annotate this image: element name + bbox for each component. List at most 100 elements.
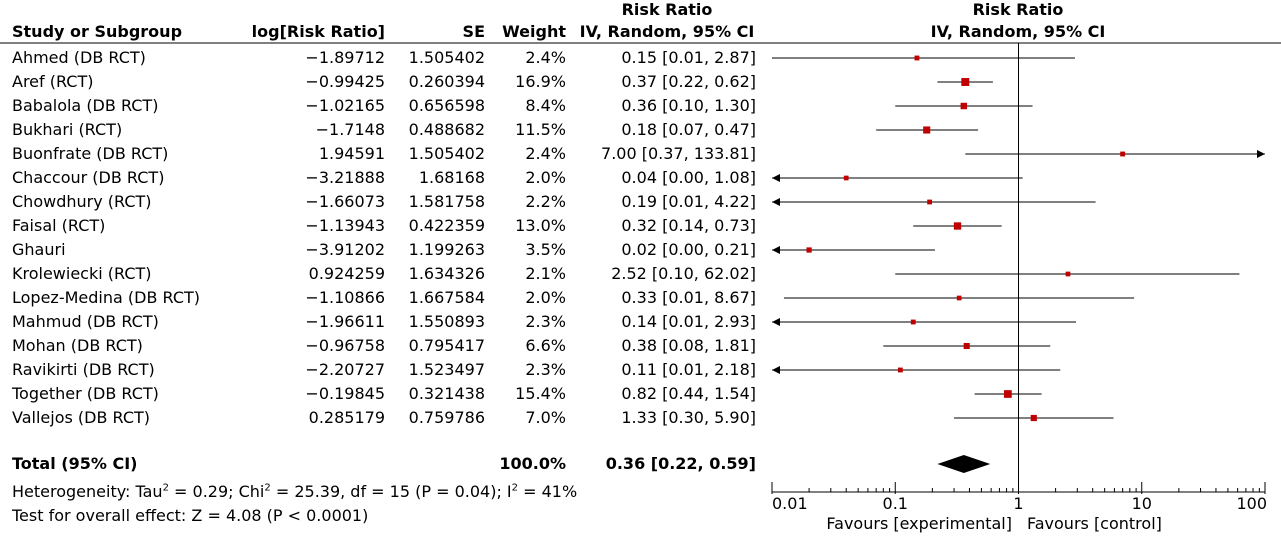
- effect-marker: [910, 319, 916, 325]
- tick-label: 0.1: [883, 494, 908, 513]
- study-se: 1.634326: [408, 264, 485, 283]
- study-weight: 2.1%: [525, 264, 566, 283]
- study-log-rr: −3.91202: [305, 240, 385, 259]
- study-weight: 7.0%: [525, 408, 566, 427]
- effect-marker: [914, 55, 920, 61]
- study-name: Bukhari (RCT): [12, 120, 123, 139]
- study-weight: 2.2%: [525, 192, 566, 211]
- overall-effect-text: Test for overall effect: Z = 4.08 (P < 0…: [12, 506, 369, 525]
- study-name: Ahmed (DB RCT): [12, 48, 146, 67]
- favours-right-label: Favours [control]: [1027, 514, 1162, 533]
- study-name: Vallejos (DB RCT): [12, 408, 151, 427]
- study-log-rr: −1.13943: [305, 216, 385, 235]
- effect-marker: [956, 295, 962, 301]
- study-ci: 2.52 [0.10, 62.02]: [611, 264, 756, 283]
- study-weight: 13.0%: [515, 216, 566, 235]
- study-se: 1.523497: [408, 360, 485, 379]
- total-ci: 0.36 [0.22, 0.59]: [605, 454, 756, 473]
- tick-label: 0.01: [772, 494, 808, 513]
- study-log-rr: −3.21888: [305, 168, 385, 187]
- study-ci: 0.02 [0.00, 0.21]: [621, 240, 756, 259]
- study-log-rr: −1.96611: [305, 312, 385, 331]
- study-se: 1.505402: [408, 144, 485, 163]
- header-log-rr: log[Risk Ratio]: [251, 22, 385, 41]
- header-rr-top: Risk Ratio: [621, 0, 713, 19]
- effect-marker: [1065, 271, 1071, 277]
- effect-marker: [1004, 390, 1012, 398]
- study-se: 1.667584: [408, 288, 485, 307]
- effect-marker: [897, 367, 903, 373]
- favours-left-label: Favours [experimental]: [826, 514, 1012, 533]
- ci-arrow-left: [772, 198, 780, 206]
- effect-marker: [927, 199, 932, 205]
- study-log-rr: −1.7148: [315, 120, 385, 139]
- study-weight: 11.5%: [515, 120, 566, 139]
- study-se: 0.488682: [408, 120, 485, 139]
- study-ci: 0.38 [0.08, 1.81]: [621, 336, 756, 355]
- effect-marker: [1120, 151, 1126, 157]
- header-se: SE: [462, 22, 485, 41]
- study-name: Mahmud (DB RCT): [12, 312, 159, 331]
- study-weight: 3.5%: [525, 240, 566, 259]
- study-log-rr: −1.02165: [305, 96, 385, 115]
- study-se: 1.68168: [418, 168, 485, 187]
- study-se: 0.656598: [408, 96, 485, 115]
- header-weight: Weight: [502, 22, 566, 41]
- tick-label: 10: [1132, 494, 1152, 513]
- study-name: Ghauri: [12, 240, 66, 259]
- study-weight: 2.3%: [525, 360, 566, 379]
- study-log-rr: −2.20727: [305, 360, 385, 379]
- study-log-rr: −1.66073: [305, 192, 385, 211]
- study-ci: 0.37 [0.22, 0.62]: [621, 72, 756, 91]
- study-ci: 0.36 [0.10, 1.30]: [621, 96, 756, 115]
- ci-arrow-left: [772, 174, 780, 182]
- study-se: 1.550893: [408, 312, 485, 331]
- total-diamond: [937, 455, 991, 473]
- study-name: Together (DB RCT): [12, 384, 159, 403]
- study-weight: 15.4%: [515, 384, 566, 403]
- ci-arrow-left: [772, 366, 780, 374]
- header-plot-bottom: IV, Random, 95% CI: [930, 22, 1106, 41]
- effect-marker: [806, 247, 812, 253]
- study-ci: 0.19 [0.01, 4.22]: [621, 192, 756, 211]
- study-name: Faisal (RCT): [12, 216, 106, 235]
- effect-marker: [953, 222, 962, 230]
- study-name: Lopez-Medina (DB RCT): [12, 288, 201, 307]
- study-log-rr: −1.89712: [305, 48, 385, 67]
- study-weight: 2.3%: [525, 312, 566, 331]
- study-weight: 16.9%: [515, 72, 566, 91]
- study-log-rr: −0.19845: [305, 384, 385, 403]
- study-name: Babalola (DB RCT): [12, 96, 159, 115]
- study-ci: 7.00 [0.37, 133.81]: [601, 144, 756, 163]
- heterogeneity-text: Heterogeneity: Tau2 = 0.29; Chi2 = 25.39…: [12, 482, 578, 501]
- effect-marker: [963, 342, 970, 350]
- tick-label: 1: [1013, 494, 1023, 513]
- total-label: Total (95% CI): [12, 454, 138, 473]
- study-name: Ravikirti (DB RCT): [12, 360, 155, 379]
- header-rr-bottom: IV, Random, 95% CI: [579, 22, 755, 41]
- study-weight: 2.0%: [525, 168, 566, 187]
- study-se: 1.505402: [408, 48, 485, 67]
- study-ci: 0.04 [0.00, 1.08]: [621, 168, 756, 187]
- study-ci: 0.14 [0.01, 2.93]: [621, 312, 756, 331]
- tick-label: 100: [1236, 494, 1267, 513]
- study-name: Chowdhury (RCT): [12, 192, 152, 211]
- study-se: 1.199263: [408, 240, 485, 259]
- study-log-rr: 0.285179: [308, 408, 385, 427]
- study-ci: 0.32 [0.14, 0.73]: [621, 216, 756, 235]
- study-log-rr: 1.94591: [318, 144, 385, 163]
- effect-marker: [843, 175, 849, 181]
- effect-marker: [1030, 414, 1037, 422]
- study-ci: 0.33 [0.01, 8.67]: [621, 288, 756, 307]
- effect-marker: [961, 78, 970, 86]
- study-name: Aref (RCT): [12, 72, 94, 91]
- study-weight: 2.4%: [525, 48, 566, 67]
- ci-arrow-right: [1257, 150, 1265, 158]
- study-weight: 2.4%: [525, 144, 566, 163]
- header-plot-top: Risk Ratio: [972, 0, 1064, 19]
- study-se: 0.260394: [408, 72, 485, 91]
- study-name: Buonfrate (DB RCT): [12, 144, 169, 163]
- study-se: 0.422359: [408, 216, 485, 235]
- total-weight: 100.0%: [499, 454, 566, 473]
